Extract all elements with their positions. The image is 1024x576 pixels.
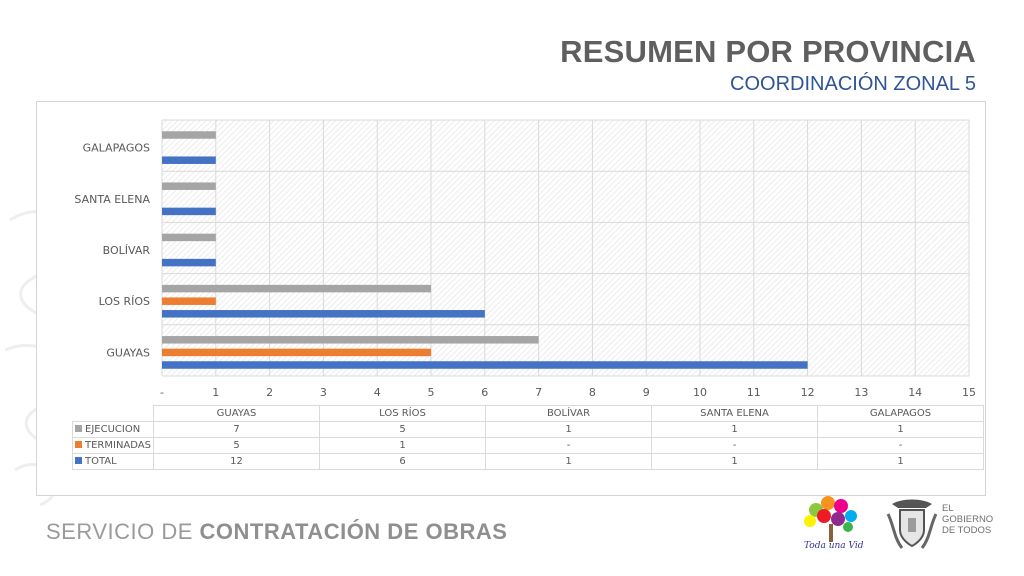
table-cell: 1 <box>817 421 984 438</box>
page-title: RESUMEN POR PROVINCIA <box>560 34 976 69</box>
row-header: EJECUCION <box>72 421 154 438</box>
plot-background <box>162 120 969 376</box>
legend-swatch-terminadas <box>75 441 82 448</box>
x-tick-label: 6 <box>481 386 488 399</box>
bar-total <box>162 156 216 164</box>
table-cell: - <box>485 437 652 454</box>
x-tick-label: 11 <box>747 386 761 399</box>
table-cell: 6 <box>319 453 486 470</box>
x-tick-label: 10 <box>693 386 707 399</box>
column-header: BOLÍVAR <box>485 405 652 422</box>
table-cell: 1 <box>485 421 652 438</box>
x-tick-label: 14 <box>908 386 922 399</box>
footer-org-light: SERVICIO DE <box>46 519 200 544</box>
footer-org-bold: CONTRATACIÓN DE OBRAS <box>199 519 508 544</box>
row-header: TOTAL <box>72 453 154 470</box>
ecuador-coat-of-arms-icon <box>886 499 938 549</box>
column-header: GUAYAS <box>153 405 320 422</box>
table-cell: 1 <box>651 421 818 438</box>
data-table-row: TOTAL 12 6 1 1 1 <box>72 453 984 470</box>
table-cell: 5 <box>319 421 486 438</box>
x-tick-label: 3 <box>320 386 327 399</box>
bar-total <box>162 361 808 369</box>
gov-line: GOBIERNO <box>942 514 994 525</box>
logo-tree-text: Toda una Vida <box>804 541 864 551</box>
bar-total <box>162 258 216 267</box>
bar-ejecucion <box>162 182 216 190</box>
x-tick-label: 7 <box>535 386 542 399</box>
page-subtitle: COORDINACIÓN ZONAL 5 <box>730 73 976 95</box>
y-category-label: GALAPAGOS <box>83 142 150 155</box>
column-header: LOS RÍOS <box>319 405 486 422</box>
x-tick-label: 2 <box>266 386 273 399</box>
table-cell: 7 <box>153 421 320 438</box>
table-cell: 1 <box>485 453 652 470</box>
gov-line: DE TODOS <box>942 525 992 536</box>
x-tick-label: 8 <box>589 386 596 399</box>
bar-ejecucion <box>162 284 431 293</box>
x-tick-label: 9 <box>643 386 650 399</box>
table-cell: 1 <box>817 453 984 470</box>
y-category-label: LOS RÍOS <box>99 295 150 308</box>
y-category-label: GUAYAS <box>106 346 150 359</box>
x-tick-label: 5 <box>428 386 435 399</box>
gobierno-logo-text: EL GOBIERNO DE TODOS <box>942 503 993 536</box>
bar-total <box>162 207 216 216</box>
gov-line: EL <box>942 503 954 514</box>
legend-label: TOTAL <box>85 456 117 467</box>
x-tick-label: 13 <box>854 386 868 399</box>
column-header: SANTA ELENA <box>651 405 818 422</box>
y-category-label: BOLÍVAR <box>103 244 151 257</box>
column-header: GALAPAGOS <box>817 405 984 422</box>
data-table-row: TERMINADAS 5 1 - - - <box>72 437 984 454</box>
toda-una-vida-logo: Toda una Vida <box>804 496 864 551</box>
x-tick-label: 1 <box>212 386 219 399</box>
x-tick-label: 15 <box>962 386 976 399</box>
legend-label: TERMINADAS <box>85 440 151 451</box>
bar-terminadas <box>162 348 431 357</box>
bar-ejecucion <box>162 233 216 242</box>
x-tick-label: 12 <box>801 386 815 399</box>
data-table: GUAYAS LOS RÍOS BOLÍVAR SANTA ELENA GALA… <box>72 405 984 470</box>
table-cell: 1 <box>319 437 486 454</box>
bar-terminadas <box>162 297 216 305</box>
bar-ejecucion <box>162 336 539 344</box>
bar-ejecucion <box>162 131 216 139</box>
legend-swatch-ejecucion <box>75 425 82 432</box>
data-table-header-row: GUAYAS LOS RÍOS BOLÍVAR SANTA ELENA GALA… <box>73 405 984 422</box>
row-header: TERMINADAS <box>72 437 154 454</box>
legend-label: EJECUCION <box>85 424 141 435</box>
table-cell: - <box>817 437 984 454</box>
legend-swatch-total <box>75 457 82 464</box>
table-cell: 1 <box>651 453 818 470</box>
table-cell: - <box>651 437 818 454</box>
bar-total <box>162 310 485 318</box>
x-tick-label: 4 <box>374 386 381 399</box>
footer-organization-name: SERVICIO DE CONTRATACIÓN DE OBRAS <box>46 519 507 545</box>
data-table-row: EJECUCION 7 5 1 1 1 <box>72 421 984 438</box>
x-tick-label: - <box>160 386 164 399</box>
y-category-label: SANTA ELENA <box>74 193 150 206</box>
table-cell: 12 <box>153 453 320 470</box>
table-cell: 5 <box>153 437 320 454</box>
